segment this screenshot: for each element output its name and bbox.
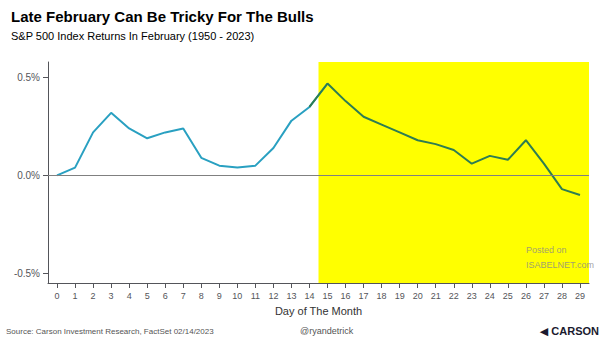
svg-text:2: 2: [91, 291, 96, 301]
svg-text:17: 17: [359, 291, 369, 301]
svg-text:4: 4: [127, 291, 132, 301]
svg-text:27: 27: [539, 291, 549, 301]
svg-text:3: 3: [109, 291, 114, 301]
svg-text:Posted on: Posted on: [526, 245, 567, 255]
svg-text:20: 20: [413, 291, 423, 301]
svg-text:7: 7: [181, 291, 186, 301]
svg-text:26: 26: [521, 291, 531, 301]
svg-text:19: 19: [395, 291, 405, 301]
svg-text:28: 28: [557, 291, 567, 301]
svg-text:1: 1: [73, 291, 78, 301]
svg-text:29: 29: [575, 291, 585, 301]
svg-text:0.0%: 0.0%: [17, 170, 40, 181]
svg-text:5: 5: [145, 291, 150, 301]
svg-text:-0.5%: -0.5%: [14, 268, 40, 279]
svg-text:9: 9: [217, 291, 222, 301]
svg-text:@ryandetrick: @ryandetrick: [300, 326, 354, 336]
svg-text:23: 23: [467, 291, 477, 301]
svg-text:22: 22: [449, 291, 459, 301]
svg-text:12: 12: [268, 291, 278, 301]
svg-text:15: 15: [323, 291, 333, 301]
svg-text:16: 16: [341, 291, 351, 301]
svg-text:S&P 500 Index Returns In Febru: S&P 500 Index Returns In February (1950 …: [11, 30, 254, 42]
svg-text:21: 21: [431, 291, 441, 301]
svg-text:10: 10: [232, 291, 242, 301]
svg-text:6: 6: [163, 291, 168, 301]
svg-text:8: 8: [199, 291, 204, 301]
svg-text:◀ CARSON: ◀ CARSON: [540, 325, 599, 337]
svg-text:Day of The Month: Day of The Month: [275, 305, 362, 317]
svg-text:Source: Carson Investment Rese: Source: Carson Investment Research, Fact…: [6, 327, 214, 336]
svg-text:13: 13: [286, 291, 296, 301]
svg-text:0.5%: 0.5%: [17, 72, 40, 83]
svg-text:0: 0: [55, 291, 60, 301]
svg-text:25: 25: [503, 291, 513, 301]
svg-text:Late February Can Be Tricky Fo: Late February Can Be Tricky For The Bull…: [11, 8, 314, 25]
svg-text:14: 14: [304, 291, 314, 301]
svg-text:18: 18: [377, 291, 387, 301]
svg-text:11: 11: [251, 291, 260, 301]
svg-text:ISABELNET.com: ISABELNET.com: [526, 260, 594, 270]
svg-text:24: 24: [485, 291, 495, 301]
